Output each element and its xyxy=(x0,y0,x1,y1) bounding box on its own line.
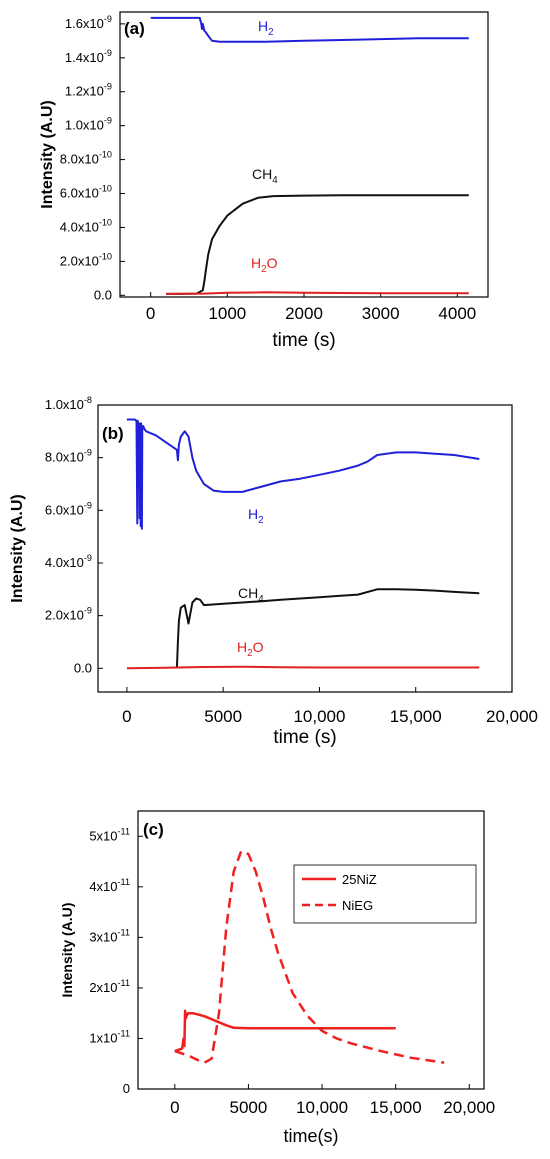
x-tick-label: 3000 xyxy=(362,304,400,323)
plot-frame xyxy=(119,11,489,298)
y-tick-label: 6.0x10-10 xyxy=(60,184,112,201)
series-label-h2o: H2O xyxy=(251,255,278,275)
x-tick-label: 0 xyxy=(146,304,155,323)
x-tick-label: 0 xyxy=(122,707,131,726)
plot-frame xyxy=(97,404,513,693)
y-tick-label: 1.0x10-8 xyxy=(45,395,92,412)
y-axis-label: Intensity (A.U) xyxy=(9,494,26,602)
series-line-h2o xyxy=(165,291,469,295)
x-tick-label: 2000 xyxy=(285,304,323,323)
series-label-h2: H2 xyxy=(248,506,264,526)
series-label-ch4: CH4 xyxy=(252,166,278,186)
series-line-nieg xyxy=(174,850,445,1064)
chart-a-svg: 0 1000 2000 3000 4000 0.0 2.0x10-10 4.0x10-10 6.… xyxy=(39,11,489,351)
y-tick-label: 2.0x10-9 xyxy=(45,606,92,623)
y-tick-label: 1.4x10-9 xyxy=(65,48,112,65)
x-tick-label: 1000 xyxy=(208,304,246,323)
x-tick-label: 10,000 xyxy=(293,707,345,726)
y-tick-label: 8.0x10-9 xyxy=(45,448,92,465)
panel-label: (c) xyxy=(143,820,164,839)
series-label-h2o: H2O xyxy=(237,639,264,659)
chart-c-svg: 0 5000 10,000 15,000 20,000 0 1x10-11 2x10-11 3x… xyxy=(59,810,495,1146)
y-axis-label: Intensity (A.U) xyxy=(59,903,75,998)
series-label-h2: H2 xyxy=(258,18,274,38)
series-line-h2o xyxy=(126,665,480,670)
plot-frame xyxy=(137,810,485,1090)
x-tick-label: 20,000 xyxy=(443,1098,495,1117)
y-tick-label: 4.0x10-9 xyxy=(45,553,92,570)
chart-b-svg: 0 5000 10,000 15,000 20,000 0.0 2.0x10-9 4.0x10… xyxy=(9,395,538,748)
x-tick-label: 10,000 xyxy=(296,1098,348,1117)
y-tick-label: 5x10-11 xyxy=(89,826,130,843)
x-tick-label: 5000 xyxy=(230,1098,268,1117)
chart-panel-a: 0 1000 2000 3000 4000 0.0 2.0x10-10 4.0x10-10 6.… xyxy=(0,0,550,365)
x-tick-label: 4000 xyxy=(438,304,476,323)
x-tick-label: 0 xyxy=(170,1098,179,1117)
y-tick-label: 1.2x10-9 xyxy=(65,82,112,99)
x-axis-label: time (s) xyxy=(272,330,335,351)
series-line-ch4 xyxy=(175,588,480,669)
y-tick-label: 2x10-11 xyxy=(89,978,130,995)
legend-label: 25NiZ xyxy=(342,872,377,887)
chart-panel-b: 0 5000 10,000 15,000 20,000 0.0 2.0x10-9 4.0x10… xyxy=(0,385,550,765)
y-tick-label: 2.0x10-10 xyxy=(60,251,112,268)
y-tick-label: 1.0x10-9 xyxy=(65,116,112,133)
legend-label: NiEG xyxy=(342,898,373,913)
y-tick-label: 4.0x10-10 xyxy=(60,217,112,234)
y-tick-label: 3x10-11 xyxy=(89,927,130,944)
series-line-h2 xyxy=(126,418,480,530)
panel-label: (b) xyxy=(102,424,124,443)
y-tick-label: 0.0 xyxy=(74,660,92,675)
y-tick-label: 6.0x10-9 xyxy=(45,500,92,517)
y-tick-label: 8.0x10-10 xyxy=(60,150,112,167)
x-tick-label: 20,000 xyxy=(486,707,538,726)
y-tick-label: 0.0 xyxy=(94,287,112,302)
x-tick-label: 15,000 xyxy=(370,1098,422,1117)
y-axis-label: Intensity (A.U) xyxy=(39,100,56,208)
x-tick-label: 15,000 xyxy=(390,707,442,726)
legend-box xyxy=(293,864,477,924)
y-tick-label: 4x10-11 xyxy=(89,877,130,894)
series-line-h2 xyxy=(150,16,469,43)
series-label-ch4: CH4 xyxy=(238,585,264,605)
panel-label: (a) xyxy=(124,19,145,38)
y-tick-label: 0 xyxy=(123,1081,130,1096)
series-line-25niz xyxy=(174,1009,396,1053)
y-tick-label: 1x10-11 xyxy=(89,1028,130,1045)
x-axis-label: time(s) xyxy=(284,1126,339,1146)
series-line-ch4 xyxy=(166,194,469,295)
x-tick-label: 5000 xyxy=(204,707,242,726)
x-axis-label: time (s) xyxy=(273,727,336,748)
y-tick-label: 1.6x10-9 xyxy=(65,14,112,31)
chart-panel-c: 0 5000 10,000 15,000 20,000 0 1x10-11 2x10-11 3x… xyxy=(0,795,550,1154)
